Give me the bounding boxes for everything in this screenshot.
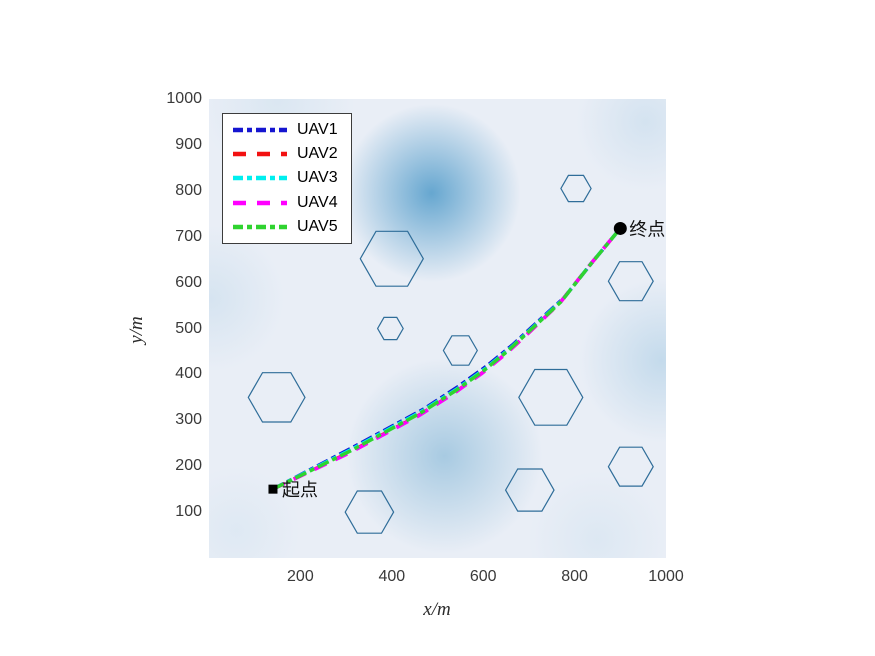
- legend-line-sample: [233, 200, 287, 205]
- uav-path-uav4: [272, 227, 622, 491]
- legend-label: UAV2: [297, 145, 338, 163]
- hexagon-obstacle: [442, 335, 478, 366]
- x-tick-label: 400: [378, 568, 406, 585]
- legend-line-sample: [233, 224, 287, 230]
- y-tick-label: 800: [175, 181, 202, 199]
- x-axis-label: x/m: [423, 599, 451, 620]
- legend-row: UAV4: [232, 193, 351, 213]
- legend-label: UAV4: [297, 193, 338, 211]
- legend-label: UAV3: [297, 169, 338, 187]
- legend-box: UAV1 UAV2 UAV3 UAV4 UAV5: [222, 113, 352, 244]
- legend-line-sample: [233, 127, 287, 133]
- legend-line-sample: [233, 176, 287, 181]
- end-marker: [613, 221, 627, 235]
- y-tick-label: 400: [175, 365, 202, 383]
- legend-label: UAV1: [297, 121, 338, 139]
- x-tick-label: 200: [287, 568, 314, 585]
- end-label: 终点: [629, 219, 665, 239]
- x-tick-label: 600: [469, 568, 497, 585]
- hexagon-obstacle: [376, 316, 404, 341]
- y-tick-label: 1000: [166, 90, 202, 107]
- legend-row: UAV2: [232, 144, 351, 164]
- x-tick-label: 800: [561, 568, 588, 585]
- x-tick-label: 1000: [648, 568, 684, 585]
- legend-row: UAV3: [232, 168, 351, 188]
- legend-row: UAV5: [232, 217, 351, 237]
- uav-path-uav2: [272, 227, 622, 491]
- hexagon-obstacle: [504, 468, 555, 512]
- legend-line-sample: [233, 152, 287, 157]
- hexagon-obstacle: [344, 490, 395, 534]
- y-tick-label: 700: [175, 227, 202, 245]
- hexagon-obstacle: [518, 368, 584, 426]
- uav-path-uav3: [272, 227, 622, 491]
- hexagon-obstacle: [247, 372, 306, 423]
- y-tick-label: 900: [175, 135, 202, 153]
- y-tick-label: 300: [175, 411, 202, 429]
- hexagon-obstacle: [607, 261, 654, 302]
- start-label: 起点: [282, 480, 318, 500]
- hexagon-obstacle: [560, 174, 592, 203]
- y-tick-label: 500: [175, 319, 202, 337]
- y-tick-label: 200: [175, 457, 202, 475]
- y-axis-label: y/m: [126, 316, 147, 344]
- start-marker: [268, 484, 278, 494]
- hexagon-obstacle: [607, 446, 654, 487]
- y-tick-label: 600: [175, 273, 202, 291]
- y-tick-label: 100: [175, 503, 202, 521]
- legend-label: UAV5: [297, 217, 338, 235]
- uav-path-uav1: [272, 227, 622, 491]
- trajectory-svg: 起点 终点: [247, 174, 665, 534]
- legend-row: UAV1: [232, 120, 351, 140]
- uav-path-uav5: [272, 227, 622, 491]
- hexagon-obstacle: [359, 230, 424, 287]
